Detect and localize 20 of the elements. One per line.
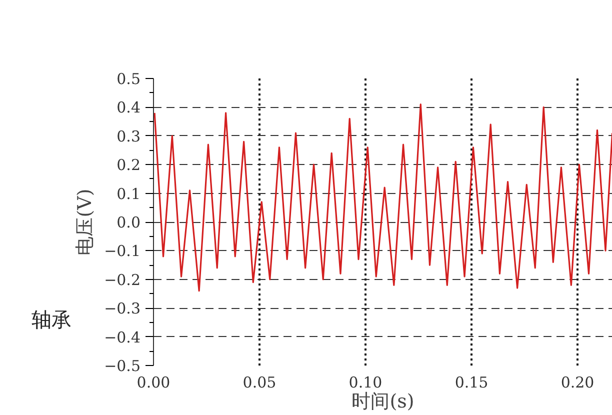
text: 轴承 bbox=[32, 308, 72, 332]
y-tick-label: 0.0 bbox=[116, 214, 141, 232]
y-tick-label: 0.4 bbox=[116, 98, 141, 117]
y-tick-label: 0.1 bbox=[116, 184, 141, 203]
x-tick-label: 0.05 bbox=[242, 374, 276, 392]
x-tick-label: 0.10 bbox=[348, 374, 382, 392]
x-tick-label: 0.00 bbox=[136, 374, 170, 392]
x-tick-label: 0.20 bbox=[560, 374, 594, 392]
y-tick-label: −0.3 bbox=[104, 300, 141, 318]
y-tick-label: −0.2 bbox=[104, 270, 141, 289]
x-tick-label: 0.15 bbox=[454, 374, 488, 392]
y-tick-label: 0.2 bbox=[116, 156, 141, 174]
y-tick-label: −0.5 bbox=[104, 357, 141, 375]
x-axis-title: 时间(s) bbox=[352, 390, 414, 412]
y-tick-label: −0.1 bbox=[104, 242, 141, 260]
y-axis-title: 电压(V) bbox=[74, 188, 96, 256]
y-tick-label: −0.4 bbox=[104, 328, 141, 346]
line-series bbox=[154, 104, 612, 292]
y-tick-label: 0.3 bbox=[116, 127, 141, 146]
y-tick-label: 0.5 bbox=[116, 70, 141, 88]
